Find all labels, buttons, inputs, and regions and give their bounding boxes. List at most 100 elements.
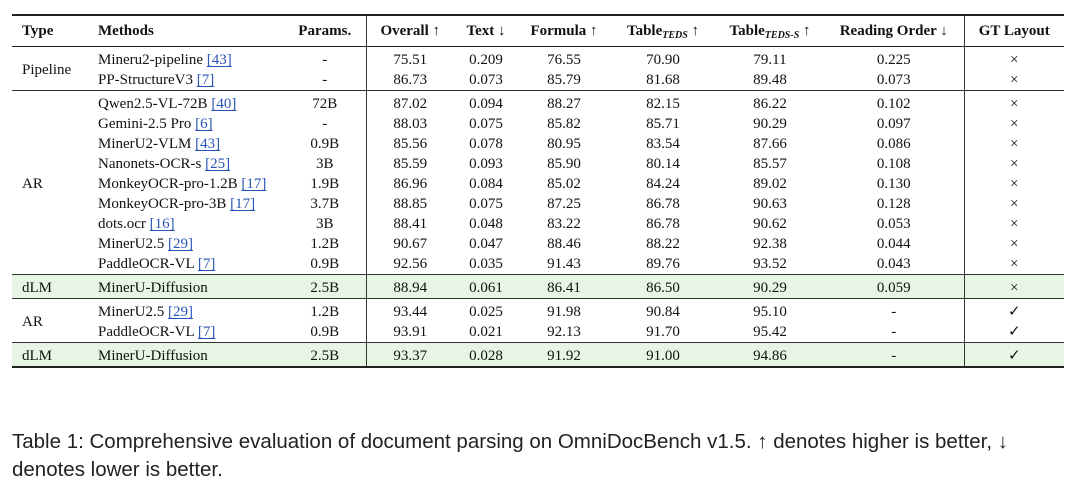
method-name: Gemini-2.5 Pro xyxy=(98,116,192,132)
table-group: dLM MinerU-Diffusion 2.5B 93.37 0.028 91.92 91… xyxy=(12,342,1064,368)
citation-link[interactable]: [43] xyxy=(195,136,221,152)
text-cell: 0.073 xyxy=(469,72,503,88)
reading-order-cell: 0.225 xyxy=(876,52,911,68)
params-cell: 72B xyxy=(284,90,366,114)
header-methods: Methods xyxy=(98,23,154,39)
results-table: Type Methods Params. Overall ↑ Text ↓ Fo… xyxy=(12,14,1064,368)
reading-order-cell: - xyxy=(824,342,964,368)
method-name: MonkeyOCR-pro-1.2B xyxy=(98,176,238,192)
text-cell: 0.075 xyxy=(469,196,503,212)
method-name: Qwen2.5-VL-72B xyxy=(98,96,208,112)
citation-link[interactable]: [40] xyxy=(211,96,237,112)
overall-cell: 88.03 xyxy=(365,114,454,134)
citation-link[interactable]: [7] xyxy=(196,72,215,88)
method-name: PaddleOCR-VL xyxy=(98,324,195,340)
table-group: AR MinerU2.5 [29] 1.2B 93.44 0.025 91.98 90.84… xyxy=(12,298,1064,343)
table-teds-s-cell: 90.63 xyxy=(753,196,787,212)
header-reading-order: Reading Order ↓ xyxy=(839,23,948,39)
citation-link[interactable]: [7] xyxy=(197,324,216,340)
citation-link[interactable]: [29] xyxy=(168,236,193,252)
table-teds-cell: 86.50 xyxy=(610,274,716,299)
table-row: PaddleOCR-VL [7] 0.9B 92.56 0.035 91.43 89.76… xyxy=(12,254,1064,275)
citation-link[interactable]: [16] xyxy=(149,216,175,232)
params-cell: 2.5B xyxy=(284,274,366,299)
text-cell: 0.075 xyxy=(469,116,503,132)
gt-layout-cell: ✓ xyxy=(963,342,1064,368)
table-teds-cell: 86.78 xyxy=(646,216,680,232)
overall-cell: 85.56 xyxy=(365,134,454,154)
citation-link[interactable]: [17] xyxy=(230,196,256,212)
text-cell: 0.061 xyxy=(454,274,518,299)
table-teds-s-cell: 90.29 xyxy=(716,274,824,299)
params-cell: 3B xyxy=(315,216,334,232)
overall-cell: 86.73 xyxy=(365,70,454,91)
method-name: MinerU2.5 xyxy=(98,304,165,320)
text-cell: 0.084 xyxy=(469,176,503,192)
method-name: MinerU2-VLM xyxy=(98,136,192,152)
citation-link[interactable]: [17] xyxy=(241,176,267,192)
table-row: MinerU2-VLM [43] 0.9B 85.56 0.078 80.95 83.54… xyxy=(12,134,1064,154)
table-row: MinerU2.5 [29] 1.2B 90.67 0.047 88.46 88.22 92… xyxy=(12,234,1064,254)
table-teds-s-cell: 87.66 xyxy=(753,136,787,152)
table-teds-s-cell: 86.22 xyxy=(716,90,824,114)
method-cell: PaddleOCR-VL [7] xyxy=(88,322,284,343)
results-table-container: Type Methods Params. Overall ↑ Text ↓ Fo… xyxy=(12,14,1064,368)
header-table-teds: TableTEDS ↑ xyxy=(610,15,716,47)
citation-link[interactable]: [6] xyxy=(195,116,213,132)
method-name: MinerU-Diffusion xyxy=(98,280,208,296)
table-teds-cell: 90.84 xyxy=(610,298,716,322)
text-cell: 0.047 xyxy=(469,236,503,252)
overall-cell: 90.67 xyxy=(365,234,454,254)
citation-link[interactable]: [43] xyxy=(206,52,232,68)
header-table-teds-main: Table xyxy=(626,23,663,39)
gt-layout-cell: × xyxy=(963,90,1064,114)
method-cell: Qwen2.5-VL-72B [40] xyxy=(88,90,284,114)
group-type-label: AR xyxy=(12,298,88,343)
citation-link[interactable]: [29] xyxy=(168,304,193,320)
method-cell: MonkeyOCR-pro-1.2B [17] xyxy=(88,174,284,194)
reading-order-cell: 0.102 xyxy=(824,90,964,114)
table-teds-s-cell: 92.38 xyxy=(753,236,787,252)
table-teds-s-cell: 94.86 xyxy=(716,342,824,368)
method-cell: MinerU-Diffusion xyxy=(88,342,284,368)
reading-order-cell: - xyxy=(824,298,964,322)
method-cell: Gemini-2.5 Pro [6] xyxy=(88,114,284,134)
group-type-label: AR xyxy=(12,90,88,275)
gt-layout-cell: × xyxy=(963,194,1064,214)
params-cell: 1.2B xyxy=(310,236,340,252)
group-type-label: dLM xyxy=(12,342,88,368)
method-cell: MinerU2-VLM [43] xyxy=(88,134,284,154)
method-name: Mineru2-pipeline xyxy=(98,52,203,68)
header-params: Params. xyxy=(298,23,352,39)
table-row: AR Qwen2.5-VL-72B [40] 72B 87.02 0.094 88.27 8… xyxy=(12,90,1064,275)
citation-link[interactable]: [25] xyxy=(205,156,231,172)
method-cell: MinerU-Diffusion xyxy=(88,274,284,299)
overall-cell: 86.96 xyxy=(365,174,454,194)
params-cell: - xyxy=(322,52,328,68)
reading-order-cell: 0.043 xyxy=(876,256,911,272)
table-teds-cell: 80.14 xyxy=(646,156,680,172)
header-overall: Overall ↑ xyxy=(365,15,454,47)
gt-layout-cell: × xyxy=(963,154,1064,174)
overall-cell: 85.59 xyxy=(365,154,454,174)
table-teds-s-cell: 89.48 xyxy=(753,72,787,88)
gt-layout-cell: × xyxy=(963,114,1064,134)
overall-cell: 88.85 xyxy=(365,194,454,214)
params-cell: 1.9B xyxy=(310,176,340,192)
gt-layout-cell: × xyxy=(963,254,1064,275)
table-row: PP-StructureV3 [7] - 86.73 0.073 85.79 81.68 8… xyxy=(12,70,1064,91)
table-teds-cell: 86.78 xyxy=(646,196,680,212)
header-table-teds-s: TableTEDS-S ↑ xyxy=(716,15,824,47)
method-cell: PP-StructureV3 [7] xyxy=(88,70,284,91)
method-name: dots.ocr xyxy=(98,216,146,232)
header-gt-layout: GT Layout xyxy=(963,15,1064,47)
overall-cell: 93.44 xyxy=(365,298,454,322)
reading-order-cell: 0.073 xyxy=(876,72,911,88)
citation-link[interactable]: [7] xyxy=(197,256,216,272)
table-teds-cell: 85.71 xyxy=(646,116,680,132)
table-row: PaddleOCR-VL [7] 0.9B 93.91 0.021 92.13 91.70… xyxy=(12,322,1064,343)
header-formula: Formula ↑ xyxy=(530,23,598,39)
table-teds-s-cell: 95.10 xyxy=(716,298,824,322)
gt-layout-cell: × xyxy=(963,214,1064,234)
table-group: dLM MinerU-Diffusion 2.5B 88.94 0.061 86.41 86… xyxy=(12,274,1064,299)
